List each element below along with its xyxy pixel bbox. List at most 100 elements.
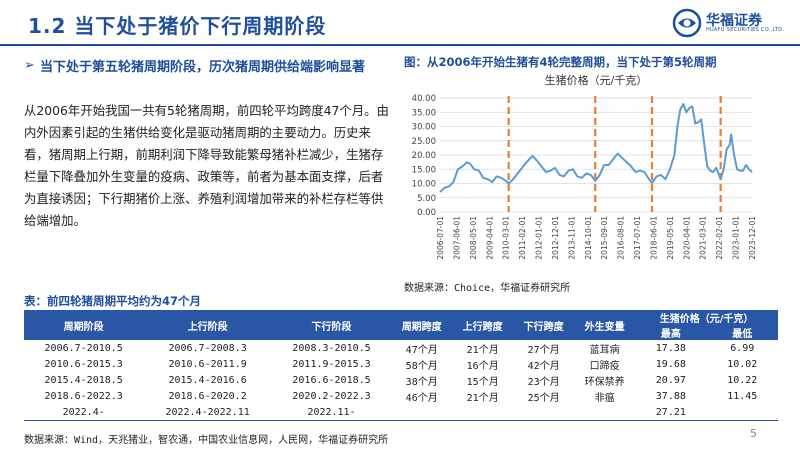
table-row: 2006.7-2010.5 2006.7-2008.3 2008.3-2010.5 4… xyxy=(24,340,778,356)
chart-source: 数据来源：Choice，华福证券研究所 xyxy=(404,283,571,294)
table-cell: 58个月 xyxy=(405,360,438,372)
table-cell: 环保禁养 xyxy=(584,376,625,388)
table-cell: 16个月 xyxy=(466,360,499,372)
table-cell xyxy=(452,404,514,421)
table-row: 2010.6-2015.3 2010.6-2011.9 2011.9-2015.3 5… xyxy=(24,356,778,372)
x-tick-label: 2018-06-01 xyxy=(649,216,658,260)
table-cell: 2018.6-2020.2 xyxy=(168,390,247,402)
header-down-span: 下行跨度 xyxy=(513,310,575,340)
title-divider xyxy=(0,44,800,46)
table-row: 2015.4-2018.5 2015.4-2016.6 2016.6-2018.5 3… xyxy=(24,372,778,388)
x-tick-label: 2020-04-01 xyxy=(682,216,691,260)
logo-swirl-icon xyxy=(672,8,702,38)
table-cell: 2016.6-2018.5 xyxy=(292,374,371,386)
table-cell: 2006.7-2008.3 xyxy=(168,342,247,354)
y-tick-label: 0.00 xyxy=(417,208,436,218)
table-cell: 10.22 xyxy=(727,374,758,386)
y-tick-label: 35.00 xyxy=(412,108,436,118)
body-paragraph: 从2006年开始我国一共有5轮猪周期，前四轮平均跨度47个月。由内外因素引起的生… xyxy=(24,103,389,228)
table-cell: 21个月 xyxy=(466,344,499,356)
header-down: 下行阶段 xyxy=(271,310,392,340)
y-tick-label: 10.00 xyxy=(412,180,436,190)
title-bar: 1.2 当下处于猪价下行周期阶段 华福证券 HUAFU SECURITIES C… xyxy=(0,0,800,46)
pig-price-chart: 生猪价格（元/千克） 0.00 5.00 10.00 15.00 20.00 25.00 30… xyxy=(412,73,757,260)
page-title: 1.2 当下处于猪价下行周期阶段 xyxy=(28,14,327,38)
company-logo: 华福证券 HUAFU SECURITIES CO.,LTD. xyxy=(672,8,792,38)
x-tick-label: 2008-05-01 xyxy=(469,216,478,260)
table-cell: 2022.4-2022.11 xyxy=(143,404,272,421)
table-row: 2018.6-2022.3 2018.6-2020.2 2020.2-2022.3 4… xyxy=(24,388,778,404)
table-cell: 2006.7-2010.5 xyxy=(44,342,123,354)
logo-english: HUAFU SECURITIES CO.,LTD. xyxy=(706,27,785,33)
table-cell: 6.99 xyxy=(730,342,755,354)
table-cell: 17.38 xyxy=(655,342,686,354)
table-cell: 2010.6-2011.9 xyxy=(168,358,247,370)
x-tick-label: 2023-01-01 xyxy=(732,216,741,260)
logo-name: 华福证券 xyxy=(706,13,762,29)
header-up: 上行阶段 xyxy=(143,310,272,340)
table-cell: 38个月 xyxy=(405,376,438,388)
table-cell: 2018.6-2022.3 xyxy=(44,390,123,402)
bullet-arrow-icon: ➢ xyxy=(24,58,35,73)
x-tick-label: 2006-07-01 xyxy=(436,216,445,260)
table-cell: 11.45 xyxy=(727,390,758,402)
y-tick-label: 40.00 xyxy=(412,94,436,104)
cycle-table: 周期阶段 上行阶段 下行阶段 周期跨度 上行跨度 下行跨度 外生变量 生猪价格（… xyxy=(24,310,778,421)
header-exogenous: 外生变量 xyxy=(574,310,636,340)
header-cycle: 周期阶段 xyxy=(24,310,144,340)
table-cell: 蓝耳病 xyxy=(589,344,620,356)
x-tick-label: 2010-03-01 xyxy=(502,216,511,260)
table-cell: 23个月 xyxy=(527,376,560,388)
x-tick-label: 2016-08-01 xyxy=(617,216,626,260)
table-cell: 10.02 xyxy=(727,358,758,370)
y-tick-label: 25.00 xyxy=(412,137,436,147)
table-cell: 42个月 xyxy=(527,360,560,372)
table-cell xyxy=(706,404,778,421)
table-cell: 15个月 xyxy=(466,376,499,388)
x-tick-label: 2022-02-01 xyxy=(715,216,724,260)
x-tick-label: 2009-04-01 xyxy=(485,216,494,260)
y-tick-label: 20.00 xyxy=(412,151,436,161)
bullet-heading: 当下处于第五轮猪周期阶段，历次猪周期供给端影响显著 xyxy=(40,60,366,75)
header-span: 周期跨度 xyxy=(391,310,453,340)
x-tick-label: 2012-01-01 xyxy=(535,216,544,260)
table-cell: 25个月 xyxy=(527,392,560,404)
table-cell: 2015.4-2018.5 xyxy=(44,374,123,386)
x-tick-label: 2011-02-01 xyxy=(518,216,527,260)
table-cell: 27.21 xyxy=(635,404,707,421)
chart-caption: 图：从2006年开始生猪有4轮完整周期，当下处于第5轮周期 xyxy=(404,55,717,69)
x-tick-label: 2007-06-01 xyxy=(452,216,461,260)
header-price-max: 最高 xyxy=(635,325,707,340)
x-tick-label: 2014-10-01 xyxy=(584,216,593,260)
table-cell: 2010.6-2015.3 xyxy=(44,358,123,370)
table-title: 表：前四轮猪周期平均约为47个月 xyxy=(24,294,202,308)
x-tick-label: 2017-07-01 xyxy=(633,216,642,260)
table-cell: 37.88 xyxy=(655,390,686,402)
footer-source: 数据来源：Wind，天兆猪业，智农通，中国农业信息网，人民网，华福证券研究所 xyxy=(24,435,389,446)
table-cell: 2022.4- xyxy=(24,404,144,421)
table-cell: 19.68 xyxy=(655,358,686,370)
x-tick-label: 2013-11-01 xyxy=(567,216,576,260)
table-cell: 口蹄疫 xyxy=(589,360,620,372)
table-cell: 27个月 xyxy=(527,344,560,356)
table-cell: 2020.2-2022.3 xyxy=(292,390,371,402)
table-cell xyxy=(391,404,453,421)
header-up-span: 上行跨度 xyxy=(452,310,514,340)
table-cell: 非瘟 xyxy=(594,392,615,404)
table-cell: 21个月 xyxy=(466,392,499,404)
x-tick-label: 2012-12-01 xyxy=(551,216,560,260)
table-cell: 47个月 xyxy=(405,344,438,356)
page-number: 5 xyxy=(750,427,757,440)
table-cell xyxy=(513,404,575,421)
y-tick-label: 30.00 xyxy=(412,123,436,133)
x-tick-label: 2021-03-01 xyxy=(699,216,708,260)
y-tick-label: 5.00 xyxy=(417,194,436,204)
table-cell: 2011.9-2015.3 xyxy=(292,358,371,370)
header-price-min: 最低 xyxy=(706,325,778,340)
price-series-line xyxy=(439,103,753,193)
header-price: 生猪价格（元/千克） xyxy=(635,310,778,325)
table-cell xyxy=(574,404,636,421)
table-cell: 2008.3-2010.5 xyxy=(292,342,371,354)
x-tick-label: 2015-09-01 xyxy=(600,216,609,260)
y-tick-label: 15.00 xyxy=(412,165,436,175)
